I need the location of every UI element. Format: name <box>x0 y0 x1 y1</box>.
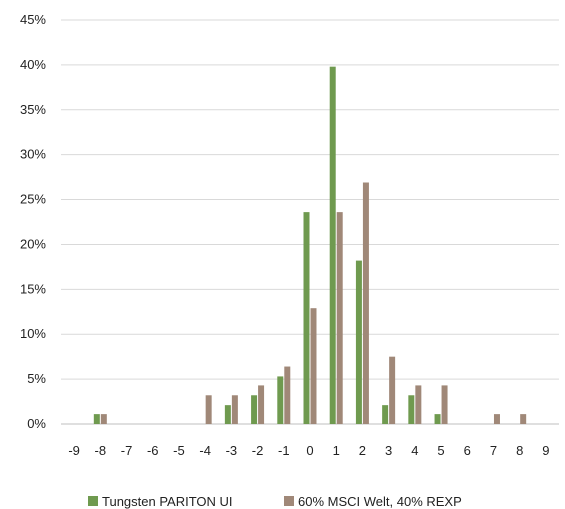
bar-msci--1 <box>284 366 291 424</box>
x-tick-label: 6 <box>464 443 471 458</box>
bar-msci-8 <box>520 414 527 424</box>
bar-tungsten-4 <box>408 395 415 424</box>
x-tick-label: -4 <box>199 443 211 458</box>
x-tick-label: -2 <box>252 443 264 458</box>
bar-msci-5 <box>441 385 448 424</box>
y-axis-ticks: 0% 5% 10% 15% 20% 25% 30% 35% 40% 45% <box>20 12 46 431</box>
bar-msci-1 <box>336 212 343 424</box>
bars <box>93 66 527 425</box>
bar-msci-7 <box>493 414 500 424</box>
x-tick-label: -5 <box>173 443 185 458</box>
x-tick-label: 2 <box>359 443 366 458</box>
x-tick-label: -3 <box>226 443 238 458</box>
y-tick-label: 15% <box>20 281 46 296</box>
x-axis-ticks: -9 -8 -7 -6 -5 -4 -3 -2 -1 0 1 2 3 4 5 6 7 8 9 <box>68 443 549 458</box>
legend-swatch-tungsten <box>88 496 98 506</box>
x-tick-label: 3 <box>385 443 392 458</box>
bar-tungsten-3 <box>382 405 389 424</box>
legend-swatch-msci <box>284 496 294 506</box>
y-tick-label: 20% <box>20 236 46 251</box>
bar-msci--3 <box>231 395 238 424</box>
y-tick-label: 45% <box>20 12 46 27</box>
bar-tungsten-2 <box>355 260 362 424</box>
y-tick-label: 5% <box>27 371 46 386</box>
x-tick-label: 9 <box>542 443 549 458</box>
x-tick-label: 0 <box>306 443 313 458</box>
bar-tungsten--8 <box>93 414 100 424</box>
x-tick-label: 1 <box>333 443 340 458</box>
bar-msci--4 <box>205 395 212 424</box>
y-tick-label: 35% <box>20 102 46 117</box>
bar-tungsten--2 <box>251 395 258 424</box>
y-tick-label: 30% <box>20 147 46 162</box>
x-tick-label: 5 <box>437 443 444 458</box>
bar-tungsten--3 <box>224 405 231 424</box>
x-tick-label: -8 <box>95 443 107 458</box>
bar-tungsten--1 <box>277 376 284 424</box>
bar-tungsten-0 <box>303 212 310 424</box>
y-tick-label: 25% <box>20 192 46 207</box>
x-tick-label: 7 <box>490 443 497 458</box>
x-tick-label: 4 <box>411 443 418 458</box>
bar-msci-4 <box>415 385 422 424</box>
x-tick-label: -7 <box>121 443 133 458</box>
legend-label-msci: 60% MSCI Welt, 40% REXP <box>298 494 462 509</box>
gridlines <box>61 19 559 425</box>
bar-msci-3 <box>389 356 396 424</box>
bar-msci-2 <box>362 182 369 424</box>
x-tick-label: -1 <box>278 443 290 458</box>
bar-tungsten-1 <box>329 66 336 425</box>
legend-label-tungsten: Tungsten PARITON UI <box>102 494 233 509</box>
y-tick-label: 40% <box>20 57 46 72</box>
x-tick-label: -6 <box>147 443 159 458</box>
bar-msci--2 <box>258 385 265 424</box>
y-tick-label: 10% <box>20 326 46 341</box>
bar-tungsten-5 <box>434 414 441 424</box>
bar-msci-0 <box>310 308 317 424</box>
x-tick-label: -9 <box>68 443 80 458</box>
y-tick-label: 0% <box>27 416 46 431</box>
bar-msci--8 <box>100 414 107 424</box>
legend: Tungsten PARITON UI 60% MSCI Welt, 40% R… <box>88 494 462 509</box>
x-tick-label: 8 <box>516 443 523 458</box>
